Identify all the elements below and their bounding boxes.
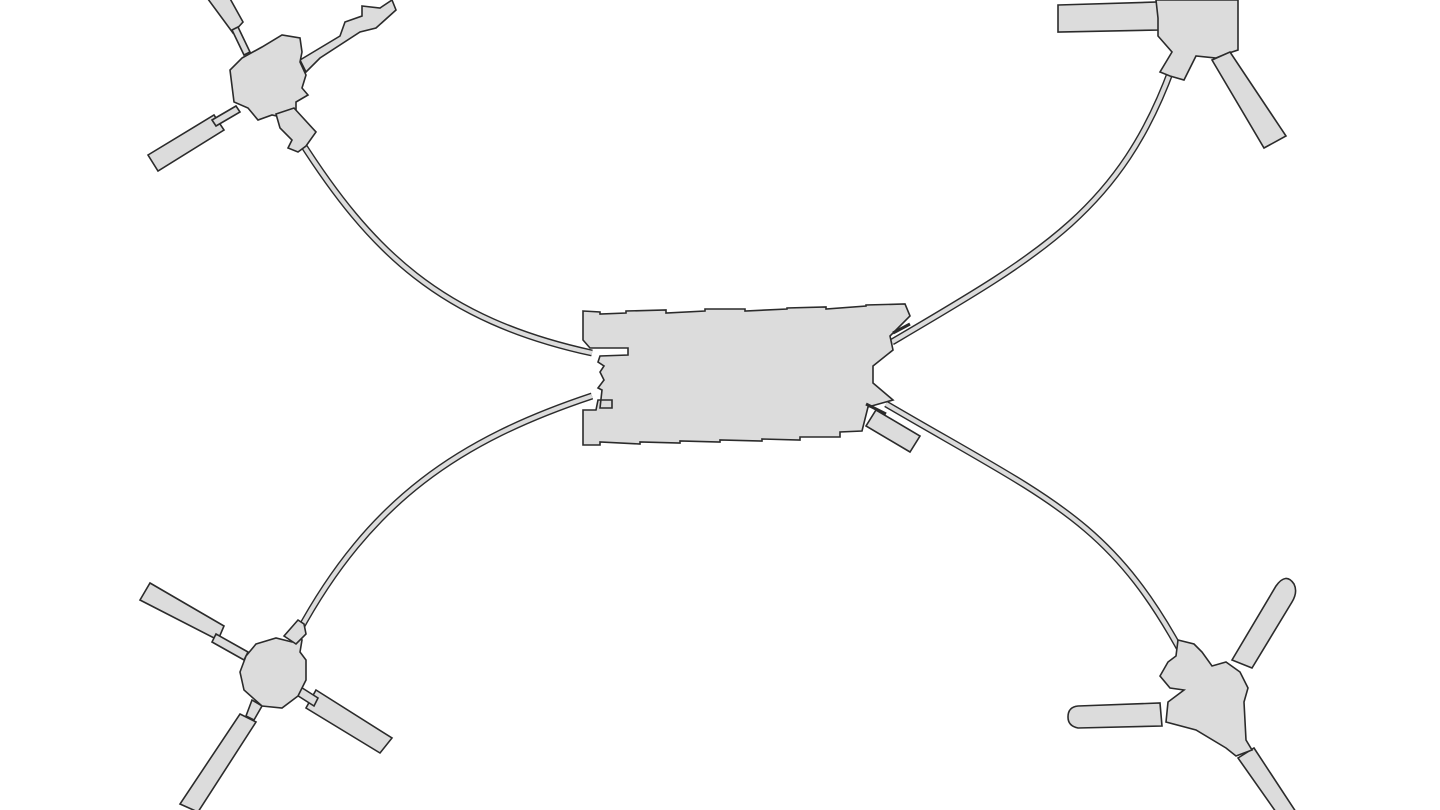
satellite-southeast[interactable] (1067, 577, 1297, 810)
walkway-northeast[interactable] (890, 66, 1176, 346)
satellite-southwest[interactable] (138, 581, 394, 810)
main-terminal[interactable] (582, 303, 922, 454)
walkway-northwest[interactable] (297, 138, 593, 357)
walkway-southeast[interactable] (884, 400, 1187, 657)
walkway-southwest[interactable] (294, 392, 594, 635)
satellite-northeast[interactable] (1057, 0, 1288, 150)
satellite-northwest[interactable] (146, 0, 397, 173)
